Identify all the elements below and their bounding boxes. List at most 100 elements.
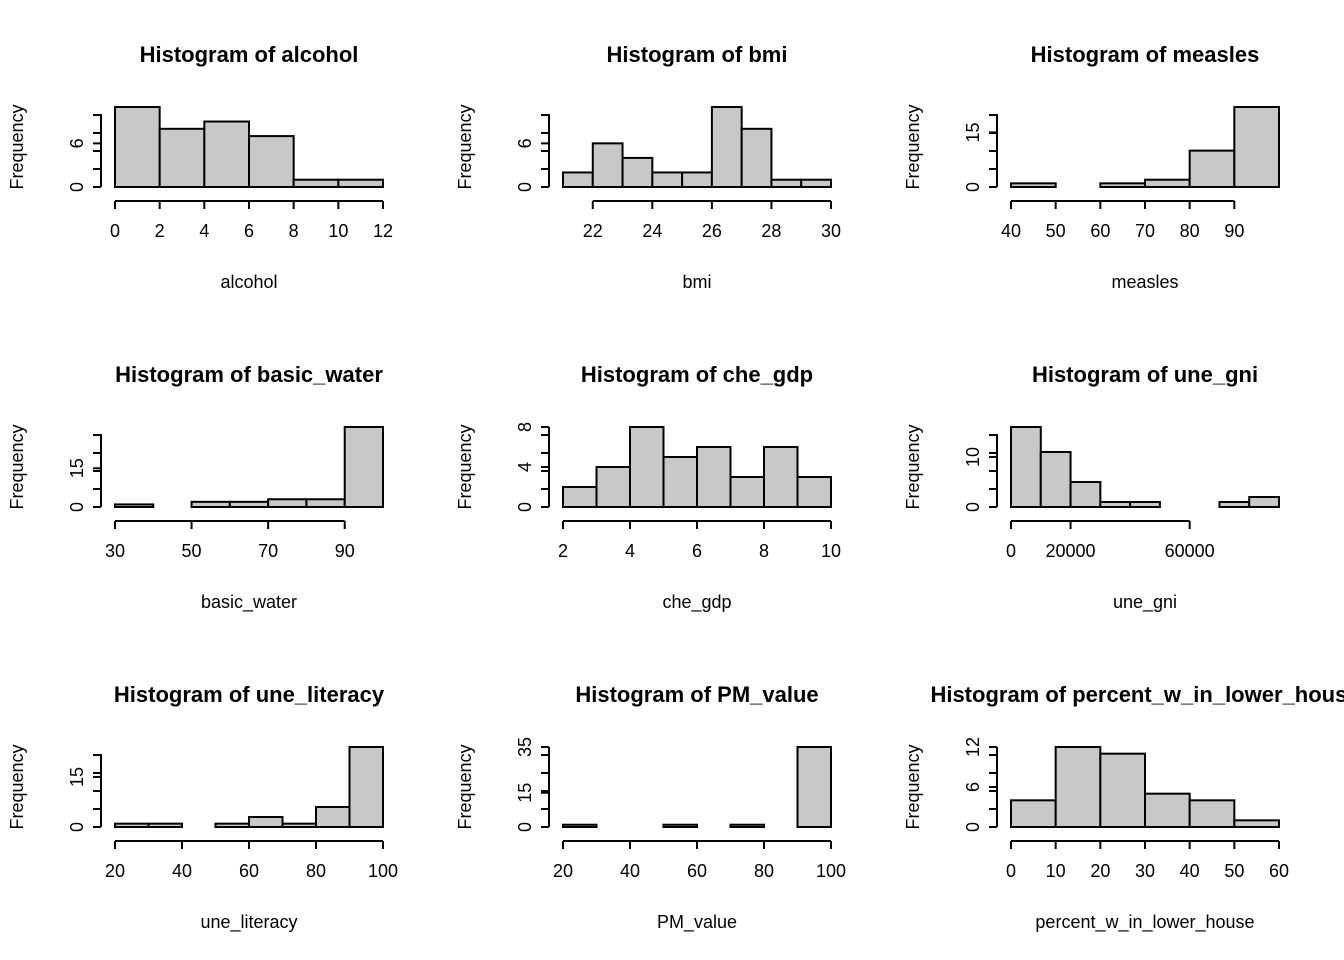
x-tick-label: 70	[1135, 221, 1155, 241]
histogram-bar	[591, 142, 624, 188]
x-tick-label: 4	[625, 541, 635, 561]
histogram-bar	[562, 823, 598, 829]
histogram-bar	[1099, 501, 1132, 508]
x-tick-label: 6	[244, 221, 254, 241]
histogram-bar	[595, 466, 631, 508]
x-tick-label: 10	[1046, 861, 1066, 881]
y-tick-label: 15	[67, 458, 87, 478]
histogram-bar	[681, 171, 713, 188]
histogram-bar	[740, 127, 773, 188]
y-tick-label: 0	[515, 502, 535, 512]
x-tick-label: 20	[553, 861, 573, 881]
histogram-panel-6: Histogram of une_gni 0 20000 60000 0 10 une_gn…	[903, 362, 1280, 613]
histogram-panel-8: Histogram of PM_value 20 40 60 80 100 0 15 35 PM_…	[455, 682, 846, 933]
histogram-panel-2: Histogram of bmi 22 24 26 28 30 0 6 bmi Frequency	[455, 42, 841, 292]
histogram-bar	[1188, 149, 1236, 189]
x-tick-label: 24	[642, 221, 662, 241]
histogram-bar	[1054, 746, 1102, 828]
x-tick-label: 0	[1006, 541, 1016, 561]
y-tick-label: 4	[515, 462, 535, 472]
y-axis-label: Frequency	[903, 744, 923, 829]
x-tick-label: 60	[1269, 861, 1289, 881]
histogram-bar	[1144, 178, 1191, 189]
histogram-bar	[343, 426, 385, 508]
x-tick-label: 2	[558, 541, 568, 561]
x-tick-label: 100	[816, 861, 846, 881]
x-axis-label: bmi	[682, 272, 711, 292]
histogram-bar	[337, 178, 385, 189]
y-tick-label: 15	[67, 767, 87, 787]
x-tick-label: 30	[1135, 861, 1155, 881]
x-tick-label: 90	[1224, 221, 1244, 241]
x-tick-label: 26	[702, 221, 722, 241]
histogram-bar	[1144, 792, 1191, 829]
x-tick-label: 28	[761, 221, 781, 241]
x-tick-label: 20000	[1046, 541, 1096, 561]
x-tick-label: 8	[289, 221, 299, 241]
y-tick-label: 0	[963, 182, 983, 192]
x-tick-label: 40	[620, 861, 640, 881]
x-tick-label: 22	[583, 221, 603, 241]
histogram-panel-4: Histogram of basic_water 30 50 70 90 0 15 basic…	[7, 362, 385, 613]
histogram-bar	[662, 456, 698, 508]
x-tick-label: 100	[368, 861, 398, 881]
y-axis-label: Frequency	[7, 424, 27, 509]
y-tick-label: 0	[963, 822, 983, 832]
x-tick-label: 60000	[1165, 541, 1215, 561]
chart-title: Histogram of PM_value	[575, 682, 818, 707]
y-tick-label: 0	[67, 822, 87, 832]
histogram-bar	[114, 822, 150, 829]
y-tick-label: 0	[963, 502, 983, 512]
histogram-bar	[248, 135, 295, 189]
x-tick-label: 30	[821, 221, 841, 241]
x-tick-label: 50	[182, 541, 202, 561]
x-axis-label: alcohol	[220, 272, 277, 292]
y-tick-label: 10	[963, 447, 983, 467]
x-axis-label: che_gdp	[662, 592, 731, 613]
x-tick-label: 20	[105, 861, 125, 881]
histogram-bar	[562, 486, 598, 508]
x-tick-label: 80	[754, 861, 774, 881]
histogram-bar	[1010, 426, 1042, 508]
histogram-bar	[796, 476, 832, 508]
x-tick-label: 80	[306, 861, 326, 881]
x-axis-label: basic_water	[201, 592, 297, 613]
histogram-bar	[1129, 501, 1161, 508]
y-axis-label: Frequency	[7, 744, 27, 829]
y-tick-label: 0	[515, 822, 535, 832]
chart-title: Histogram of une_literacy	[114, 682, 385, 707]
x-tick-label: 40	[1001, 221, 1021, 241]
histogram-bar	[214, 822, 250, 829]
x-tick-label: 60	[687, 861, 707, 881]
y-tick-label: 0	[67, 182, 87, 192]
x-tick-label: 8	[759, 541, 769, 561]
histogram-panel-9: Histogram of percent_w_in_lower_house 0 10…	[903, 682, 1344, 933]
x-tick-label: 50	[1224, 861, 1244, 881]
histogram-bar	[662, 823, 698, 829]
histogram-bar	[158, 127, 206, 188]
x-tick-label: 10	[821, 541, 841, 561]
y-axis-label: Frequency	[903, 424, 923, 509]
histogram-bar	[770, 178, 803, 189]
histogram-bar	[621, 156, 654, 188]
x-tick-label: 0	[1006, 861, 1016, 881]
histogram-bar	[763, 446, 799, 508]
histogram-bar	[267, 498, 308, 508]
histogram-bar	[203, 120, 250, 188]
histogram-bar	[1039, 451, 1072, 508]
chart-title: Histogram of une_gni	[1032, 362, 1258, 387]
x-tick-label: 60	[239, 861, 259, 881]
x-axis-label: une_gni	[1113, 592, 1177, 613]
x-tick-label: 2	[155, 221, 165, 241]
y-tick-label: 12	[963, 737, 983, 757]
histogram-bar	[1099, 752, 1147, 829]
histogram-bar	[228, 500, 270, 509]
y-tick-label: 35	[515, 737, 535, 757]
y-tick-label: 8	[515, 422, 535, 432]
y-tick-label: 0	[67, 502, 87, 512]
chart-title: Histogram of che_gdp	[581, 362, 813, 387]
histogram-bar	[114, 106, 161, 188]
histogram-bar	[1010, 182, 1057, 188]
chart-title: Histogram of measles	[1031, 42, 1260, 67]
x-tick-label: 12	[373, 221, 393, 241]
